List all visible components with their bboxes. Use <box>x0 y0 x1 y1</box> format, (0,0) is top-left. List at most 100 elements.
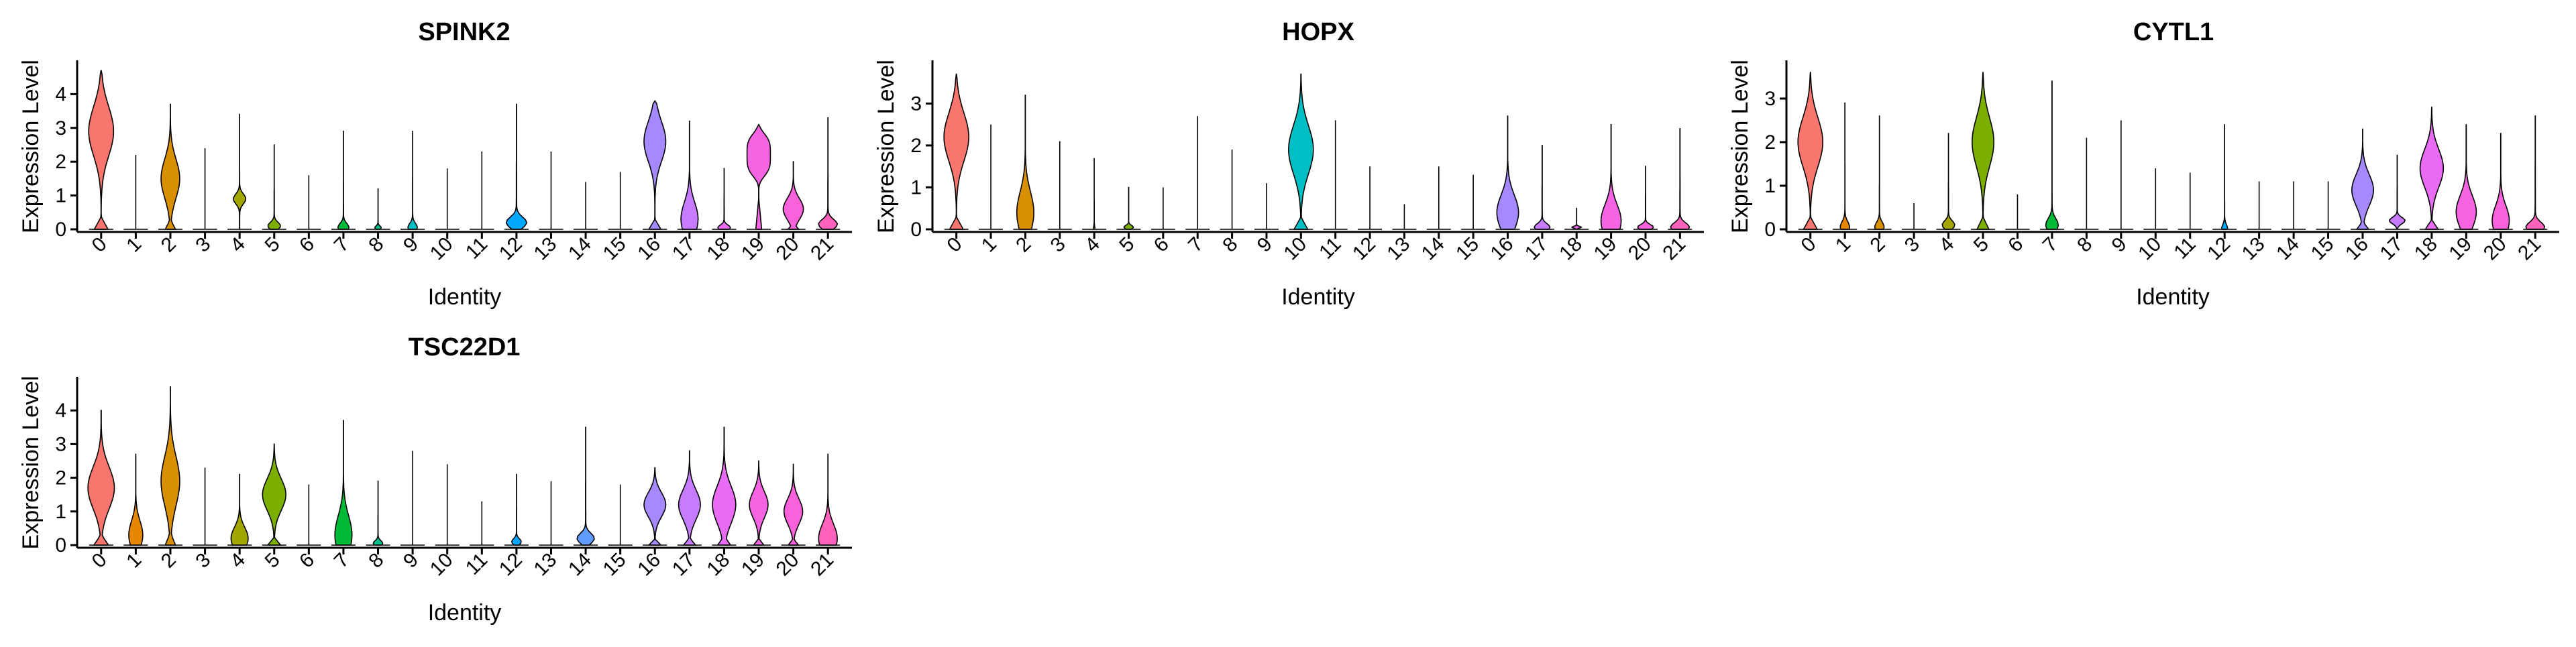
x-tick-label: 10 <box>426 233 458 265</box>
violin-5 <box>1971 72 1995 230</box>
x-tick-label: 9 <box>399 549 423 573</box>
violin-12 <box>505 103 528 230</box>
x-tick-label: 15 <box>599 233 631 265</box>
x-tick-label: 13 <box>529 549 561 581</box>
y-tick-label: 2 <box>1764 131 1776 154</box>
violin-19 <box>2455 124 2477 230</box>
violin-7 <box>334 420 353 546</box>
violin-8 <box>372 480 384 546</box>
x-tick-label: 21 <box>2514 233 2545 265</box>
violin-7 <box>337 131 350 230</box>
y-tick-label: 0 <box>55 219 66 241</box>
violin-4 <box>230 473 249 546</box>
violin-20 <box>783 463 804 546</box>
x-tick-label: 0 <box>88 549 111 573</box>
x-tick-label: 19 <box>737 549 769 581</box>
violin-21 <box>818 117 839 230</box>
x-tick-label: 18 <box>2410 233 2442 265</box>
violin-16 <box>643 467 667 546</box>
violin-0 <box>87 410 115 546</box>
violin-8 <box>374 188 382 230</box>
x-tick-label: 1 <box>1831 233 1855 257</box>
x-axis-label: Identity <box>1281 284 1355 310</box>
y-tick-label: 1 <box>55 501 66 523</box>
violin-0 <box>88 70 115 230</box>
violin-18 <box>717 168 731 230</box>
x-tick-label: 5 <box>261 233 284 257</box>
x-tick-label: 21 <box>806 549 838 581</box>
violin-2 <box>1016 95 1034 230</box>
x-tick-label: 7 <box>1184 233 1208 257</box>
x-tick-label: 10 <box>2134 233 2165 265</box>
x-tick-label: 0 <box>1797 233 1821 257</box>
y-axis-label: Expression Level <box>18 376 44 550</box>
violin-12 <box>2220 124 2229 230</box>
x-tick-label: 9 <box>399 233 423 257</box>
violin-7 <box>2045 80 2059 230</box>
x-tick-label: 2 <box>1012 233 1035 257</box>
violin-19 <box>749 460 769 546</box>
violin-17 <box>678 450 701 546</box>
x-tick-label: 12 <box>495 233 527 265</box>
x-tick-label: 13 <box>529 233 561 265</box>
violin-4 <box>1093 158 1096 230</box>
x-tick-label: 20 <box>772 233 804 265</box>
x-tick-label: 6 <box>295 549 319 573</box>
x-tick-label: 6 <box>2004 233 2027 257</box>
x-tick-label: 2 <box>157 233 180 257</box>
y-tick-label: 4 <box>55 83 66 105</box>
violin-16 <box>1496 115 1519 230</box>
violin-18 <box>712 426 737 546</box>
y-axis-label: Expression Level <box>1727 60 1753 233</box>
violin-17 <box>2388 154 2406 230</box>
violin-21 <box>2525 115 2546 230</box>
x-tick-label: 18 <box>702 549 734 581</box>
x-tick-label: 11 <box>462 549 492 579</box>
x-tick-label: 14 <box>564 549 596 581</box>
panel-title: TSC22D1 <box>409 333 521 361</box>
violin-20 <box>1637 166 1654 230</box>
x-tick-label: 5 <box>261 549 284 573</box>
x-tick-label: 8 <box>2073 233 2096 257</box>
violin-19 <box>1600 123 1622 230</box>
x-tick-label: 4 <box>1081 233 1104 257</box>
violin-12 <box>511 473 522 546</box>
violin-14 <box>576 426 595 546</box>
violin-20 <box>782 161 804 230</box>
violin-17 <box>1534 145 1551 230</box>
x-tick-label: 16 <box>2341 233 2373 265</box>
y-tick-label: 3 <box>55 433 66 455</box>
violin-18 <box>2419 107 2445 230</box>
x-tick-label: 7 <box>2039 233 2062 257</box>
violin-2 <box>160 103 180 230</box>
x-tick-label: 11 <box>462 233 492 263</box>
x-tick-label: 7 <box>330 549 354 573</box>
violin-0 <box>1797 72 1824 230</box>
y-tick-label: 0 <box>55 534 66 556</box>
x-tick-label: 17 <box>2375 233 2407 265</box>
panel-title: CYTL1 <box>2133 18 2214 46</box>
violin-2 <box>1874 115 1885 230</box>
x-tick-label: 16 <box>1487 233 1518 265</box>
y-axis-label: Expression Level <box>18 60 44 233</box>
x-tick-label: 19 <box>2445 233 2476 265</box>
panel-title: HOPX <box>1282 18 1354 46</box>
y-axis-label: Expression Level <box>873 60 899 233</box>
violin-17 <box>680 120 699 230</box>
violin-5 <box>267 144 281 230</box>
x-tick-label: 1 <box>122 549 146 573</box>
y-tick-label: 1 <box>1764 175 1776 197</box>
y-tick-label: 1 <box>910 176 922 198</box>
x-tick-label: 3 <box>1900 233 1924 257</box>
x-tick-label: 15 <box>2307 233 2339 265</box>
y-tick-label: 0 <box>910 219 922 241</box>
violin-5 <box>1123 186 1134 230</box>
violin-16 <box>643 100 667 230</box>
violin-20 <box>2491 133 2510 230</box>
violin-4 <box>233 113 247 230</box>
x-tick-label: 14 <box>564 233 596 265</box>
